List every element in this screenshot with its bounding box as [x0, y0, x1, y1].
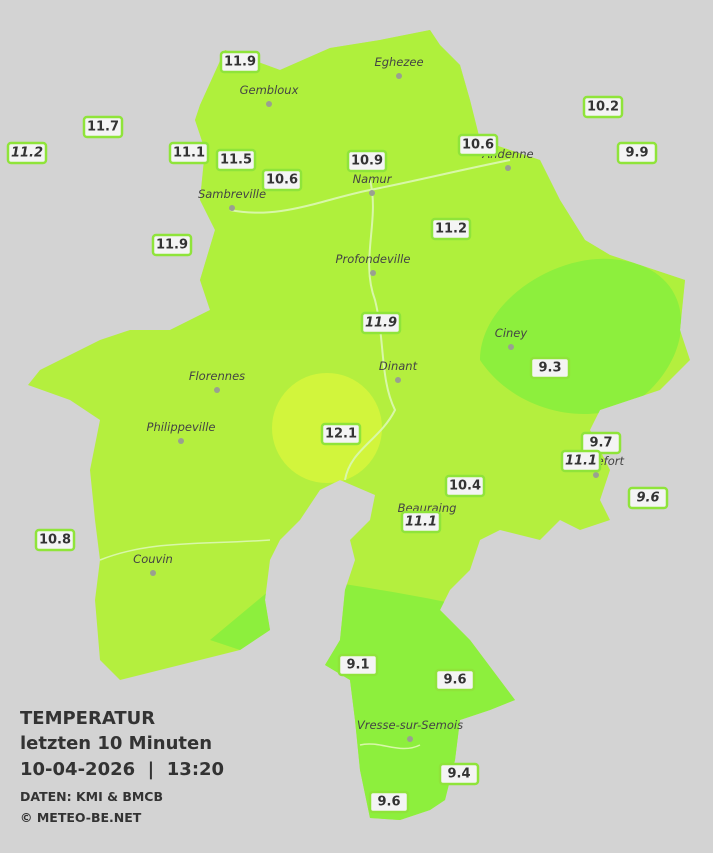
city-dot	[395, 377, 401, 383]
city-dot	[508, 344, 514, 350]
station-box	[529, 356, 571, 380]
station-box	[346, 149, 388, 173]
title-line: letzten 10 Minuten	[20, 733, 212, 754]
station-value: 9.4	[447, 767, 470, 782]
city-dot	[370, 270, 376, 276]
station-value: 10.9	[351, 154, 383, 169]
station-box	[261, 168, 303, 192]
city-dot	[407, 736, 413, 742]
cities: EghezeeGemblouxAndenneNamurSambrevillePr…	[133, 55, 625, 742]
station-box	[457, 133, 499, 157]
station-value: 10.4	[449, 479, 481, 494]
station-value: 11.1	[173, 146, 205, 161]
station-value: 11.1	[405, 515, 437, 530]
city-label: Sambreville	[198, 187, 266, 201]
station-value: 11.2	[435, 222, 467, 237]
station-box	[368, 790, 410, 814]
station-value: 11.5	[220, 153, 252, 168]
station-box	[215, 148, 257, 172]
station-box	[434, 668, 476, 692]
station-value: 10.8	[39, 533, 71, 548]
station-value: 9.7	[589, 436, 612, 451]
station-value: 9.6	[443, 673, 466, 688]
station-box	[360, 311, 402, 335]
station-box	[6, 141, 48, 165]
city-dot	[396, 73, 402, 79]
city-dot	[214, 387, 220, 393]
station-value: 9.1	[346, 658, 369, 673]
station-box	[444, 474, 486, 498]
city-label: Eghezee	[374, 55, 423, 69]
station-value: 11.9	[365, 316, 397, 331]
city-dot	[369, 190, 375, 196]
credit: © METEO-BE.NET	[20, 810, 142, 825]
city-label: Couvin	[133, 552, 173, 566]
station-value: 11.2	[11, 146, 43, 161]
stations: 11.9 11.7 11.2 11.1 11.5 10.6 10.9 10.6 10.2 9.9 1…	[6, 50, 669, 814]
station-box	[337, 653, 379, 677]
city-dot	[593, 472, 599, 478]
station-box	[582, 95, 624, 119]
station-box	[400, 510, 442, 534]
station-value: 9.9	[625, 146, 648, 161]
station-box	[219, 50, 261, 74]
city-label: Profondeville	[336, 252, 411, 266]
city-label: Ciney	[495, 326, 528, 340]
city-label: Namur	[353, 172, 393, 186]
station-value: 9.6	[377, 795, 400, 810]
station-box	[168, 141, 210, 165]
station-value: 10.6	[266, 173, 298, 188]
station-value: 11.9	[156, 238, 188, 253]
city-label: Florennes	[189, 369, 245, 383]
station-box	[560, 449, 602, 473]
station-value: 9.3	[538, 361, 561, 376]
station-value: 11.1	[565, 454, 597, 469]
city-dot	[505, 165, 511, 171]
city-label: Vresse-sur-Semois	[357, 718, 463, 732]
city-dot	[150, 570, 156, 576]
city-label: Philippeville	[147, 420, 216, 434]
city-label: Dinant	[379, 359, 418, 373]
station-box	[627, 486, 669, 510]
city-dot	[178, 438, 184, 444]
city-dot	[266, 101, 272, 107]
station-box	[320, 422, 362, 446]
credit: DATEN: KMI & BMCB	[20, 789, 163, 804]
station-box	[438, 762, 480, 786]
station-box	[430, 217, 472, 241]
title-line: 10-04-2026 | 13:20	[20, 759, 224, 780]
city-dot	[229, 205, 235, 211]
city-label: Gembloux	[240, 83, 299, 97]
station-value: 12.1	[325, 427, 357, 442]
station-value: 11.9	[224, 55, 256, 70]
station-value: 11.7	[87, 120, 119, 135]
station-value: 10.2	[587, 100, 619, 115]
station-box	[82, 115, 124, 139]
station-value: 10.6	[462, 138, 494, 153]
title-line: TEMPERATUR	[20, 708, 155, 729]
station-box	[34, 528, 76, 552]
station-box	[151, 233, 193, 257]
station-value: 9.6	[636, 491, 659, 506]
station-box	[616, 141, 658, 165]
